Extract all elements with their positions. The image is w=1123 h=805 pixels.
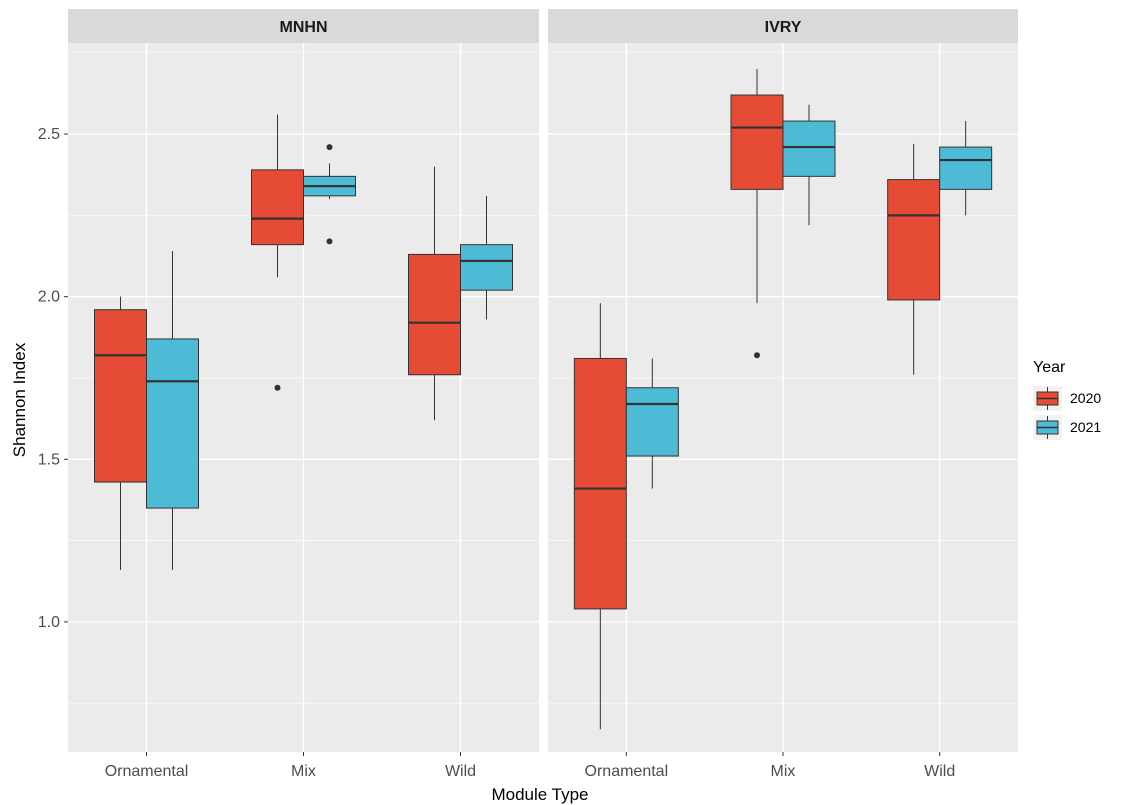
box-ornamental-2021 (625, 358, 679, 489)
x-axis-title: Module Type (491, 785, 588, 804)
y-axis: 1.0 1.5 2.0 2.5 (38, 126, 68, 631)
x-tick-label: Ornamental (585, 763, 669, 780)
box-ornamental-2020 (94, 296, 147, 570)
x-tick-label: Mix (771, 763, 796, 780)
box-mix-2021 (303, 144, 356, 245)
facet-strip (548, 9, 1018, 43)
box-iqr (939, 146, 993, 190)
outlier-point (326, 144, 333, 151)
legend-item-label: 2021 (1070, 419, 1101, 435)
box-iqr (782, 120, 836, 177)
box-iqr (625, 387, 679, 457)
facet-strip-label: IVRY (765, 19, 802, 36)
box-iqr (251, 169, 304, 246)
box-mix-2020 (251, 114, 304, 391)
outlier-point (326, 238, 333, 245)
panel-ivry: IVRY Ornamental Mix Wild (548, 9, 1018, 780)
legend-item-2020: 2020 (1033, 386, 1101, 411)
box-mix-2021 (782, 104, 836, 226)
y-tick-label: 1.0 (38, 614, 60, 631)
facet-strip-label: MNHN (280, 19, 328, 36)
y-tick-label: 2.0 (38, 289, 60, 306)
box-iqr (460, 244, 513, 291)
box-mix-2020 (730, 69, 784, 359)
box-iqr (408, 253, 461, 376)
box-iqr (730, 94, 784, 190)
panels-layer: MNHN Ornamental Mix Wild IVRY Ornamental Mix Wi… (68, 9, 1018, 780)
outlier-point (274, 384, 281, 391)
facet-strip (68, 9, 539, 43)
x-tick-label: Wild (445, 763, 476, 780)
box-ornamental-2020 (573, 303, 627, 730)
box-iqr (887, 179, 941, 301)
y-tick-label: 1.5 (38, 451, 60, 468)
x-tick-label: Mix (291, 763, 316, 780)
legend: Year 2020 2021 (1033, 359, 1101, 440)
box-ornamental-2021 (146, 251, 199, 570)
x-tick-label: Ornamental (105, 763, 189, 780)
legend-item-label: 2020 (1070, 390, 1101, 406)
x-tick-label: Wild (924, 763, 955, 780)
box-iqr (146, 338, 199, 509)
box-wild-2021 (939, 121, 993, 216)
y-axis-title: Shannon Index (10, 342, 29, 457)
legend-item-2021: 2021 (1033, 415, 1101, 440)
panel-mnhn: MNHN Ornamental Mix Wild (68, 9, 539, 780)
box-wild-2021 (460, 195, 513, 320)
legend-title: Year (1033, 359, 1066, 376)
outlier-point (754, 352, 760, 359)
box-iqr (573, 357, 627, 610)
box-wild-2020 (887, 143, 941, 375)
y-tick-label: 2.5 (38, 126, 60, 143)
box-iqr (94, 309, 147, 483)
box-wild-2020 (408, 166, 461, 421)
